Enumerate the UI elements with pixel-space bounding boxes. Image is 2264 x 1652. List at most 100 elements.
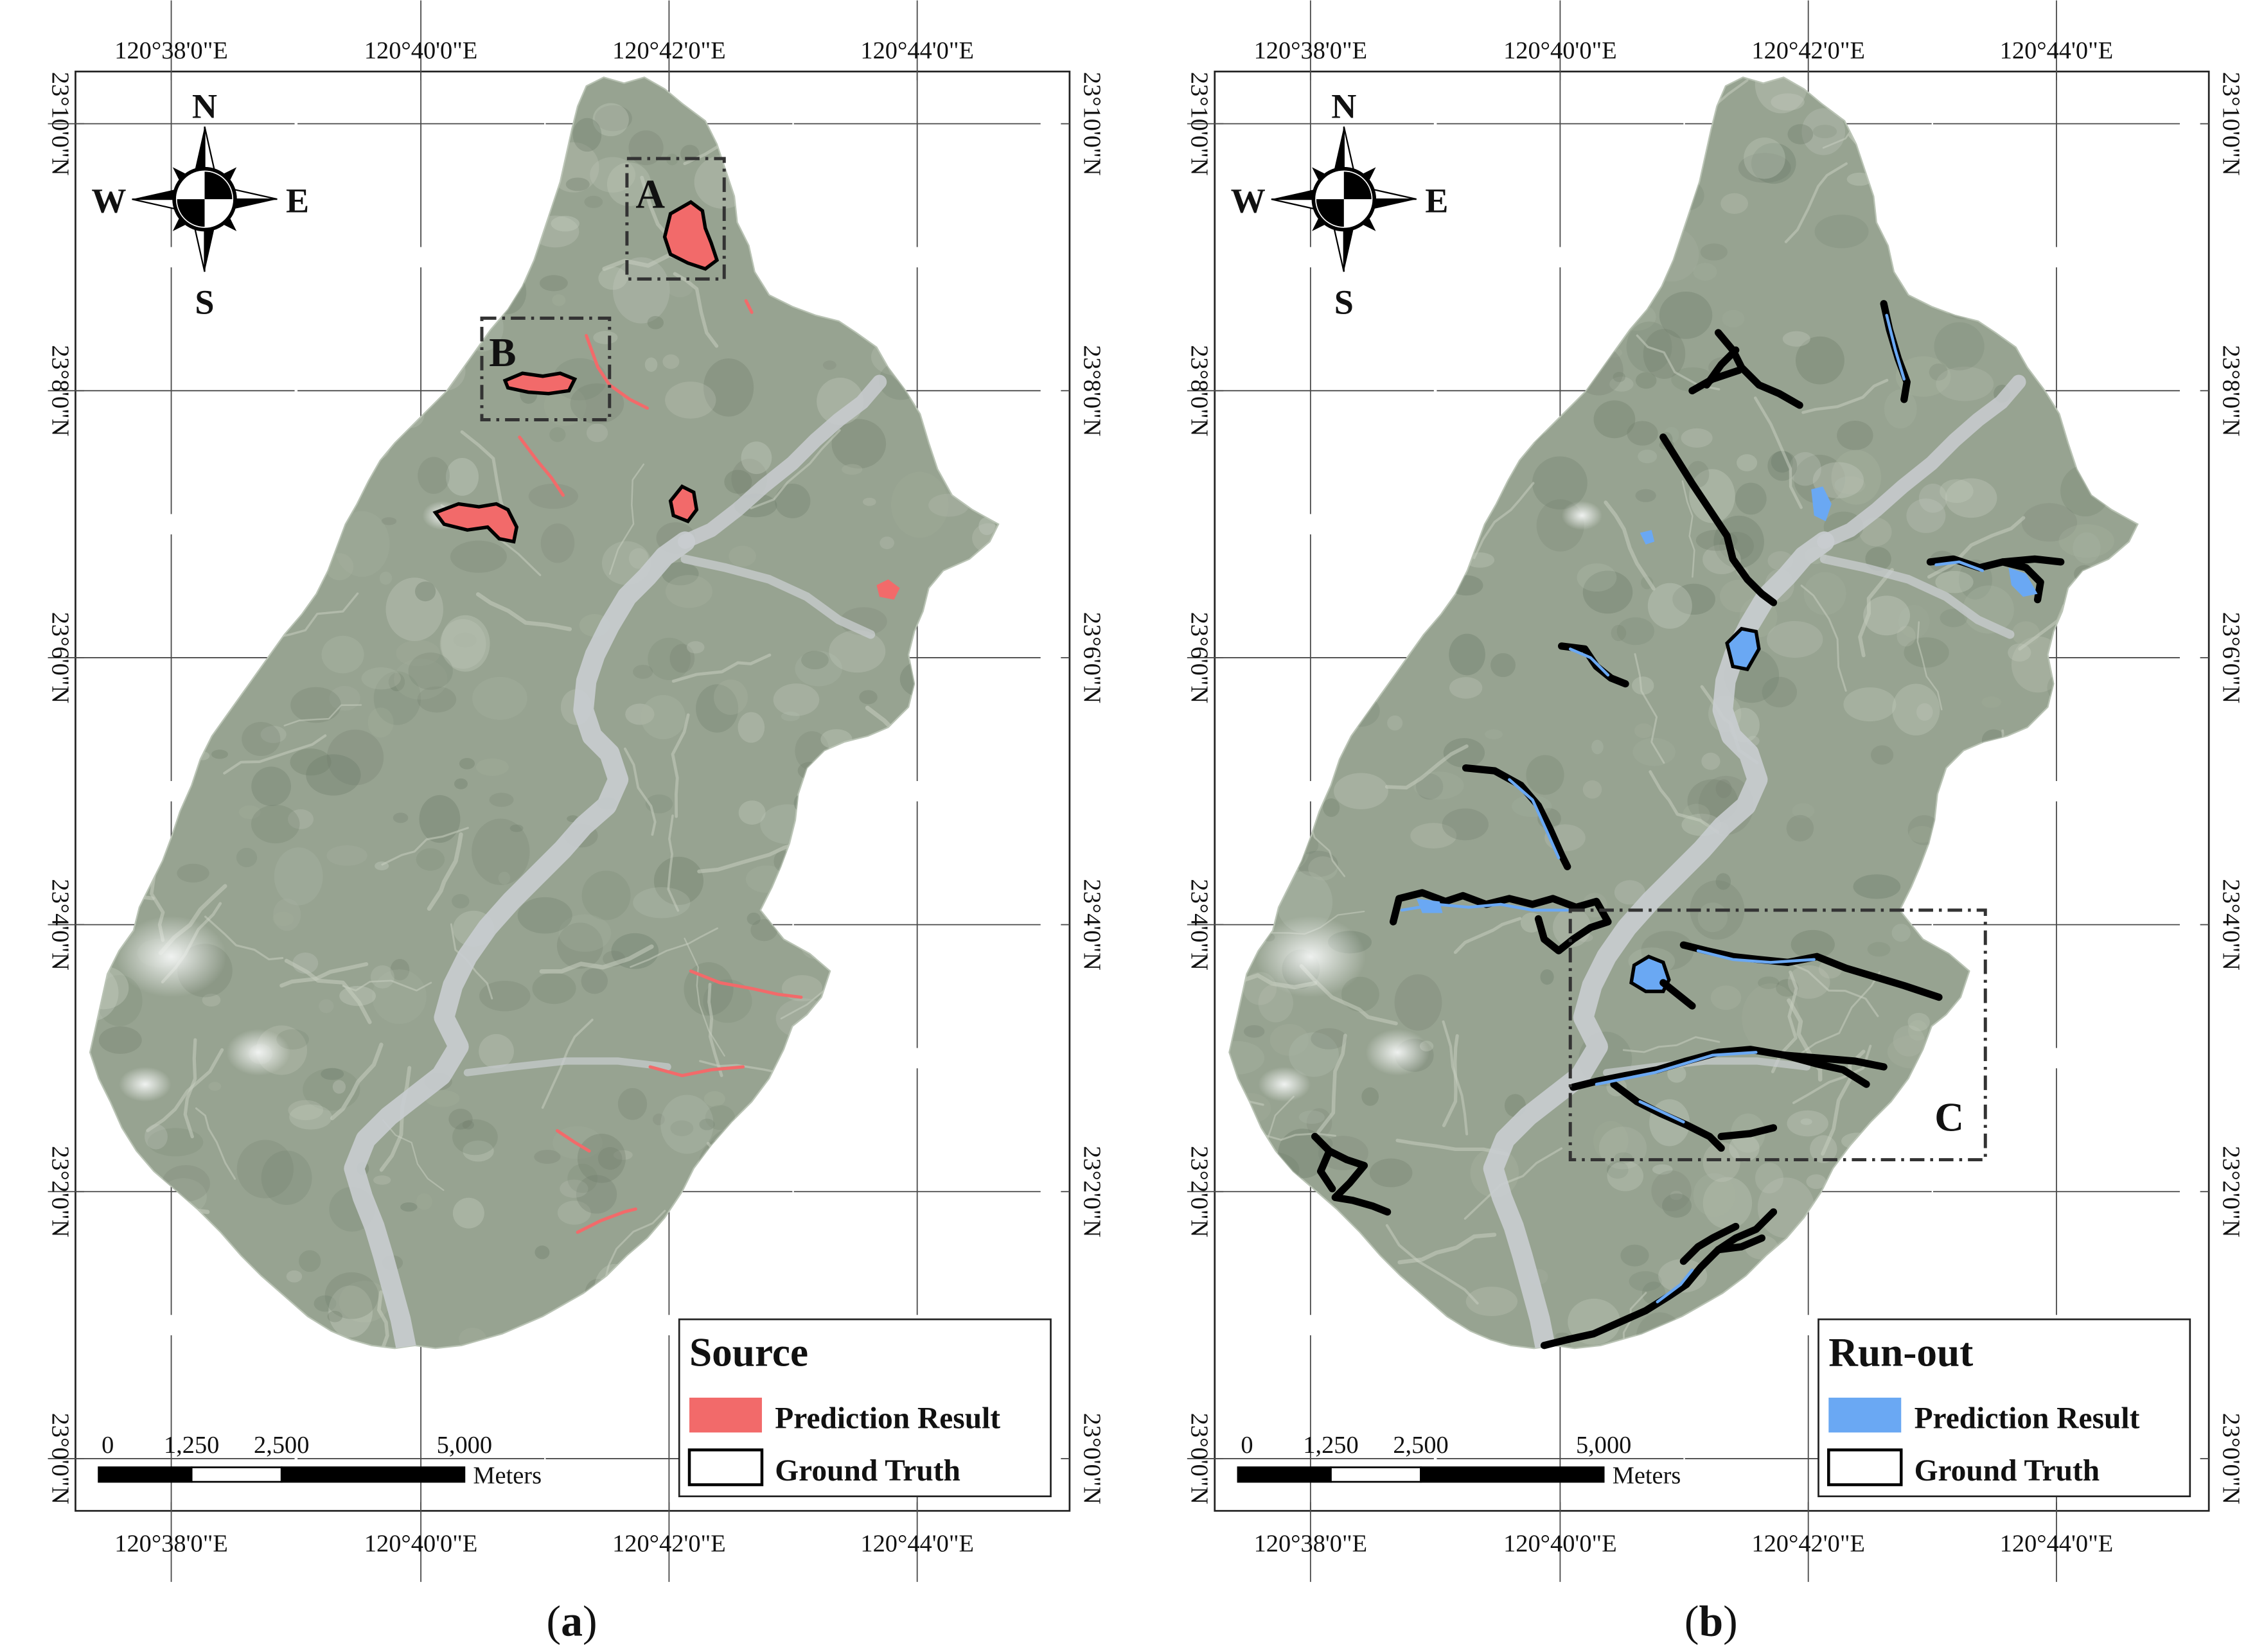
y-tick-label-right: 23°0'0"N: [1078, 1413, 1105, 1504]
source-patch-east: [876, 579, 900, 600]
x-tick-label-top: 120°42'0"E: [1751, 37, 1865, 64]
caption-b: (b): [1685, 1597, 1738, 1646]
source-streak-2: [518, 435, 565, 497]
map-panel-b: 120°38'0"E 120°40'0"E 120°42'0"E 120°44'0"E…: [1186, 0, 2245, 1646]
legend-b-title: Run-out: [1828, 1330, 1973, 1375]
runout-track-west-mid: [1558, 642, 1629, 688]
scale-tick-label: 0: [1241, 1432, 1253, 1459]
zoom-box-c-label: C: [1934, 1094, 1964, 1139]
runout-patch-center: [1811, 486, 1832, 522]
scale-tick-label: 0: [102, 1432, 114, 1459]
runout-track-west-long: [1389, 889, 1612, 954]
runout-tracks: [1311, 300, 2065, 1349]
compass-n-label: N: [1331, 87, 1356, 126]
legend-a: Source Prediction Result Ground Truth: [678, 1318, 1052, 1498]
zoom-box-b-label: B: [489, 330, 516, 375]
runout-track-far-west: [1311, 1132, 1392, 1216]
x-tick-label-bottom: 120°44'0"E: [860, 1530, 974, 1557]
scale-tick-label: 5,000: [1576, 1432, 1631, 1459]
scale-tick-label: 1,250: [164, 1432, 219, 1459]
runout-track-c-lower: [1570, 1046, 1888, 1152]
zoom-box-c: [1568, 908, 1987, 1162]
runout-track-north: [1880, 300, 1911, 403]
runout-patch-west: [1640, 530, 1655, 545]
x-tick-label-top: 120°40'0"E: [1503, 37, 1617, 64]
legend-a-prediction-swatch: [689, 1398, 762, 1433]
x-tick-label-top: 120°38'0"E: [114, 37, 228, 64]
y-tick-label-left: 23°8'0"N: [1186, 345, 1213, 436]
x-tick-label-bottom: 120°38'0"E: [114, 1530, 228, 1557]
y-tick-label-left: 23°2'0"N: [1186, 1146, 1213, 1237]
scale-tick-label: 2,500: [1393, 1432, 1448, 1459]
legend-b-truth-swatch: [1827, 1448, 1903, 1486]
y-tick-label-right: 23°10'0"N: [1078, 72, 1105, 176]
x-tick-label-bottom: 120°38'0"E: [1254, 1530, 1368, 1557]
source-polygon-west: [432, 502, 519, 544]
legend-a-truth-label: Ground Truth: [775, 1454, 960, 1488]
runout-track-southwest: [1462, 764, 1571, 870]
y-tick-label-left: 23°6'0"N: [1186, 612, 1213, 703]
runout-patch-c: [1629, 954, 1696, 1010]
compass-w-label: W: [1231, 181, 1266, 220]
x-tick-label-top: 120°44'0"E: [2000, 37, 2114, 64]
x-tick-label-bottom: 120°42'0"E: [1751, 1530, 1865, 1557]
runout-track-south: [1540, 1208, 1778, 1349]
y-tick-label-left: 23°2'0"N: [46, 1146, 73, 1237]
legend-b: Run-out Prediction Result Ground Truth: [1817, 1318, 2191, 1498]
x-tick-label-top: 120°44'0"E: [860, 37, 974, 64]
compass-s-label: S: [195, 283, 214, 322]
legend-b-prediction-swatch: [1828, 1398, 1902, 1433]
legend-a-title: Source: [689, 1330, 808, 1375]
source-streak-4: [689, 969, 803, 999]
runout-track-center-north: [1659, 433, 1778, 606]
compass-e-label: E: [1425, 181, 1448, 220]
x-tick-label-bottom: 120°40'0"E: [1503, 1530, 1617, 1557]
scale-tick-label: 1,250: [1303, 1432, 1358, 1459]
y-tick-label-left: 23°4'0"N: [1186, 879, 1213, 970]
y-tick-label-right: 23°4'0"N: [2218, 879, 2245, 970]
scale-bar-b: 0 1,250 2,500 5,000 Meters: [1237, 1432, 1681, 1489]
compass-e-label: E: [286, 181, 309, 220]
y-tick-label-left: 23°10'0"N: [46, 72, 73, 176]
y-tick-label-left: 23°0'0"N: [1186, 1413, 1213, 1504]
north-arrow-icon: N S E W: [1231, 87, 1449, 322]
map-panel-a: 120°38'0"E 120°40'0"E 120°42'0"E 120°44'0"E…: [46, 0, 1105, 1646]
y-tick-label-right: 23°8'0"N: [2218, 345, 2245, 436]
x-tick-label-top: 120°38'0"E: [1254, 37, 1368, 64]
scale-unit-label: Meters: [1613, 1462, 1681, 1489]
x-tick-label-bottom: 120°44'0"E: [2000, 1530, 2114, 1557]
scale-unit-label: Meters: [473, 1462, 542, 1489]
legend-b-prediction-label: Prediction Result: [1915, 1402, 2140, 1435]
x-tick-label-top: 120°42'0"E: [612, 37, 726, 64]
x-tick-label-bottom: 120°40'0"E: [364, 1530, 478, 1557]
y-tick-label-right: 23°10'0"N: [2218, 72, 2245, 176]
source-polygon-center: [668, 484, 699, 523]
source-streak-7: [576, 1207, 637, 1234]
legend-b-truth-label: Ground Truth: [1915, 1454, 2100, 1488]
compass-s-label: S: [1334, 283, 1354, 322]
caption-a: (a): [547, 1597, 597, 1646]
y-tick-label-right: 23°2'0"N: [1078, 1146, 1105, 1237]
x-tick-label-top: 120°40'0"E: [364, 37, 478, 64]
y-tick-label-left: 23°10'0"N: [1186, 72, 1213, 176]
legend-a-truth-swatch: [687, 1448, 764, 1486]
runout-track-c-upper: [1679, 941, 1943, 1001]
scale-tick-label: 5,000: [437, 1432, 492, 1459]
y-tick-label-left: 23°0'0"N: [46, 1413, 73, 1504]
y-tick-label-left: 23°6'0"N: [46, 612, 73, 703]
source-streak-5: [648, 1065, 745, 1078]
zoom-box-b: [480, 316, 612, 421]
y-tick-label-right: 23°6'0"N: [1078, 612, 1105, 703]
scale-tick-label: 2,500: [254, 1432, 309, 1459]
source-polygon-b: [502, 371, 578, 396]
x-tick-label-bottom: 120°42'0"E: [612, 1530, 726, 1557]
runout-track-east: [1926, 555, 2065, 604]
legend-a-prediction-label: Prediction Result: [775, 1402, 1000, 1435]
source-polygon-a: [662, 200, 720, 271]
y-tick-label-right: 23°4'0"N: [1078, 879, 1105, 970]
y-tick-label-left: 23°8'0"N: [46, 345, 73, 436]
north-arrow-icon: N S E W: [91, 87, 309, 322]
source-streak-6: [555, 1129, 591, 1153]
graticule-b: 120°38'0"E 120°40'0"E 120°42'0"E 120°44'0"E…: [1186, 0, 2245, 1582]
